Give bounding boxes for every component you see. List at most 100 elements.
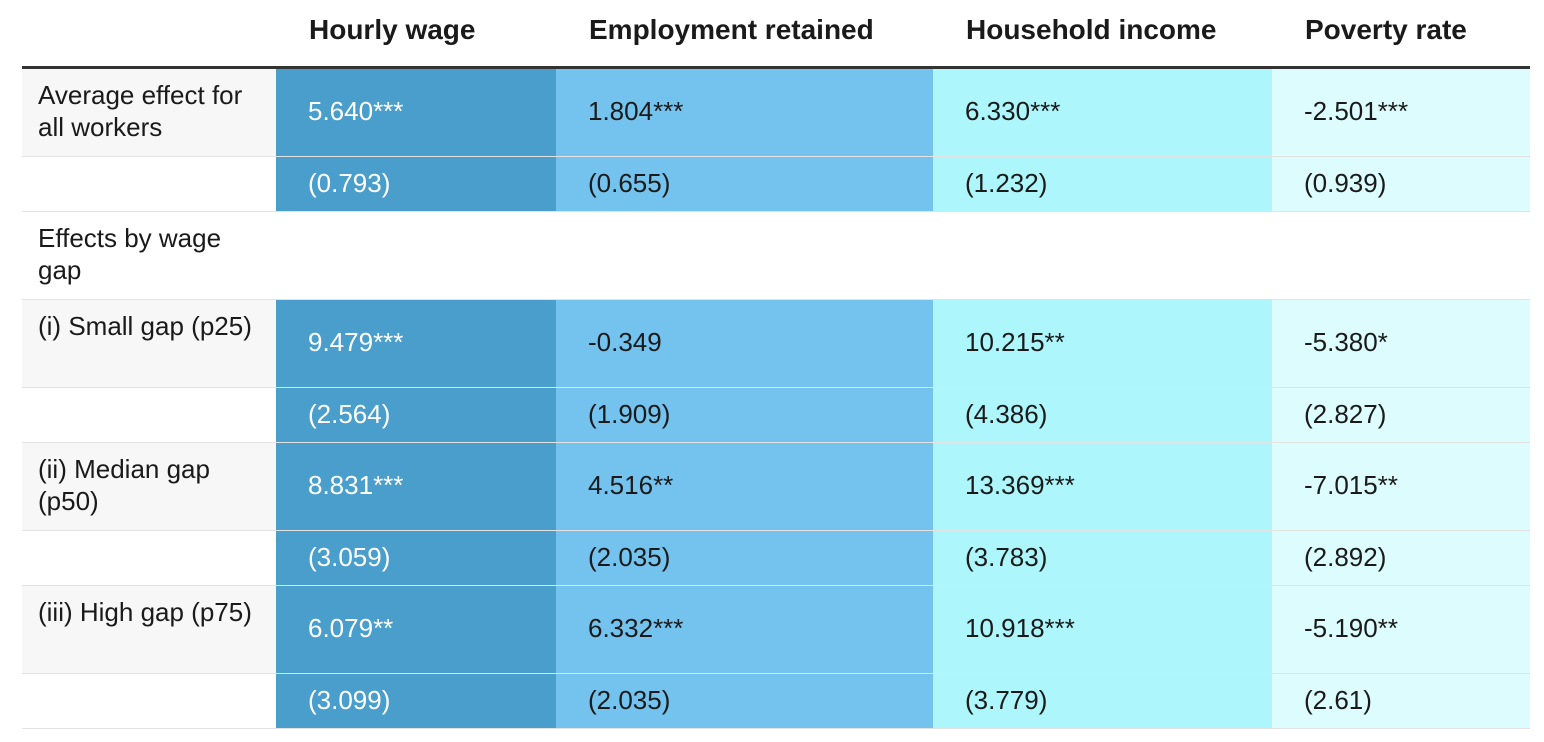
row-label: (iii) High gap (p75) — [38, 597, 252, 627]
cell-value: (2.61) — [1304, 684, 1372, 715]
cell-value: (1.909) — [588, 398, 671, 429]
table-row: Average effect for all workers 5.640*** 1.… — [22, 69, 1530, 157]
cell-value: (0.939) — [1304, 167, 1387, 198]
table-cell: (3.783) — [933, 531, 1272, 586]
table-row: (i) Small gap (p25) 9.479*** -0.349 10.215*… — [22, 300, 1530, 388]
table-cell: 8.831*** — [276, 443, 556, 531]
row-label: (ii) Median gap (p50) — [38, 454, 210, 516]
table-header-row: Hourly wage Employment retained Househol… — [22, 0, 1530, 66]
table-row: (2.564) (1.909) (4.386) (2.827) — [22, 388, 1530, 443]
table-cell: 10.215** — [933, 300, 1272, 388]
cell-value: 10.918*** — [965, 613, 1075, 643]
table-cell: (3.059) — [276, 531, 556, 586]
cell-value: (2.827) — [1304, 398, 1387, 429]
table-cell — [556, 212, 933, 300]
table-row: (ii) Median gap (p50) 8.831*** 4.516** 13.3… — [22, 443, 1530, 531]
row-label-cell: (ii) Median gap (p50) — [22, 443, 276, 531]
row-label-cell: Effects by wage gap — [22, 212, 276, 300]
cell-value: -2.501*** — [1304, 96, 1409, 126]
table-cell — [276, 212, 556, 300]
cell-value: 6.332*** — [588, 613, 684, 643]
cell-value: (0.793) — [308, 167, 391, 198]
row-label-cell — [22, 388, 276, 443]
table-row: (iii) High gap (p75) 6.079** 6.332*** 10.91… — [22, 586, 1530, 674]
table-cell: -2.501*** — [1272, 69, 1530, 157]
table-row: Effects by wage gap — [22, 212, 1530, 300]
cell-value: (3.099) — [308, 684, 391, 715]
cell-value: (3.783) — [965, 541, 1048, 572]
cell-value: -5.190** — [1304, 613, 1398, 643]
table-cell: (0.793) — [276, 157, 556, 212]
table-cell: (4.386) — [933, 388, 1272, 443]
row-divider — [22, 211, 1530, 212]
table-cell: -0.349 — [556, 300, 933, 388]
row-label: Average effect for all workers — [38, 80, 243, 142]
regression-table: Hourly wage Employment retained Househol… — [22, 0, 1530, 742]
cell-value: 6.079** — [308, 613, 394, 643]
row-label-cell: (i) Small gap (p25) — [22, 300, 276, 388]
table-cell: (2.035) — [556, 674, 933, 729]
cell-value: 9.479*** — [308, 327, 404, 357]
row-label-cell: Average effect for all workers — [22, 69, 276, 157]
row-divider — [22, 728, 1530, 729]
cell-value: -7.015** — [1304, 470, 1398, 500]
cell-value: (2.035) — [588, 541, 671, 572]
cell-value: (0.655) — [588, 167, 671, 198]
table-cell: 9.479*** — [276, 300, 556, 388]
cell-value: (2.035) — [588, 684, 671, 715]
row-divider — [22, 530, 1530, 531]
table-cell: (3.779) — [933, 674, 1272, 729]
cell-value: (3.059) — [308, 541, 391, 572]
cell-value: (4.386) — [965, 398, 1048, 429]
table-cell — [1272, 212, 1530, 300]
row-divider — [22, 442, 1530, 443]
table-cell: (2.61) — [1272, 674, 1530, 729]
cell-value: (2.892) — [1304, 541, 1387, 572]
row-divider — [22, 299, 1530, 300]
table-cell: 6.332*** — [556, 586, 933, 674]
table-cell: -5.380* — [1272, 300, 1530, 388]
table-cell: 4.516** — [556, 443, 933, 531]
table-cell: (2.892) — [1272, 531, 1530, 586]
table-cell — [933, 212, 1272, 300]
table-cell: (0.939) — [1272, 157, 1530, 212]
cell-value: 6.330*** — [965, 96, 1061, 126]
cell-value: 13.369*** — [965, 470, 1075, 500]
cell-value: 8.831*** — [308, 470, 404, 500]
cell-value: -0.349 — [588, 327, 662, 357]
header-rule — [22, 66, 1530, 69]
table-cell: 1.804*** — [556, 69, 933, 157]
table-row: (0.793) (0.655) (1.232) (0.939) — [22, 157, 1530, 212]
table-cell: 10.918*** — [933, 586, 1272, 674]
row-label-cell: (iii) High gap (p75) — [22, 586, 276, 674]
row-divider — [22, 156, 1530, 157]
column-header-poverty-rate: Poverty rate — [1305, 14, 1467, 45]
table-cell: 6.079** — [276, 586, 556, 674]
cell-value: (1.232) — [965, 167, 1048, 198]
column-header-hourly-wage: Hourly wage — [309, 14, 476, 45]
table-cell: 6.330*** — [933, 69, 1272, 157]
table-cell: (3.099) — [276, 674, 556, 729]
row-label: Effects by wage gap — [38, 223, 222, 285]
table-cell: -5.190** — [1272, 586, 1530, 674]
cell-value: 1.804*** — [588, 96, 684, 126]
row-label-cell — [22, 531, 276, 586]
table-cell: (1.909) — [556, 388, 933, 443]
table-cell: (2.035) — [556, 531, 933, 586]
row-divider — [22, 585, 1530, 586]
table-cell: (2.827) — [1272, 388, 1530, 443]
cell-value: 10.215** — [965, 327, 1065, 357]
cell-value: (3.779) — [965, 684, 1048, 715]
row-divider — [22, 673, 1530, 674]
column-header-household-income: Household income — [966, 14, 1217, 45]
table-row: (3.099) (2.035) (3.779) (2.61) — [22, 674, 1530, 729]
table-cell: 5.640*** — [276, 69, 556, 157]
table-cell: (0.655) — [556, 157, 933, 212]
row-label-cell — [22, 674, 276, 729]
cell-value: 5.640*** — [308, 96, 404, 126]
table-cell: 13.369*** — [933, 443, 1272, 531]
row-divider — [22, 387, 1530, 388]
table-cell: (1.232) — [933, 157, 1272, 212]
cell-value: -5.380* — [1304, 327, 1388, 357]
table-row: (3.059) (2.035) (3.783) (2.892) — [22, 531, 1530, 586]
